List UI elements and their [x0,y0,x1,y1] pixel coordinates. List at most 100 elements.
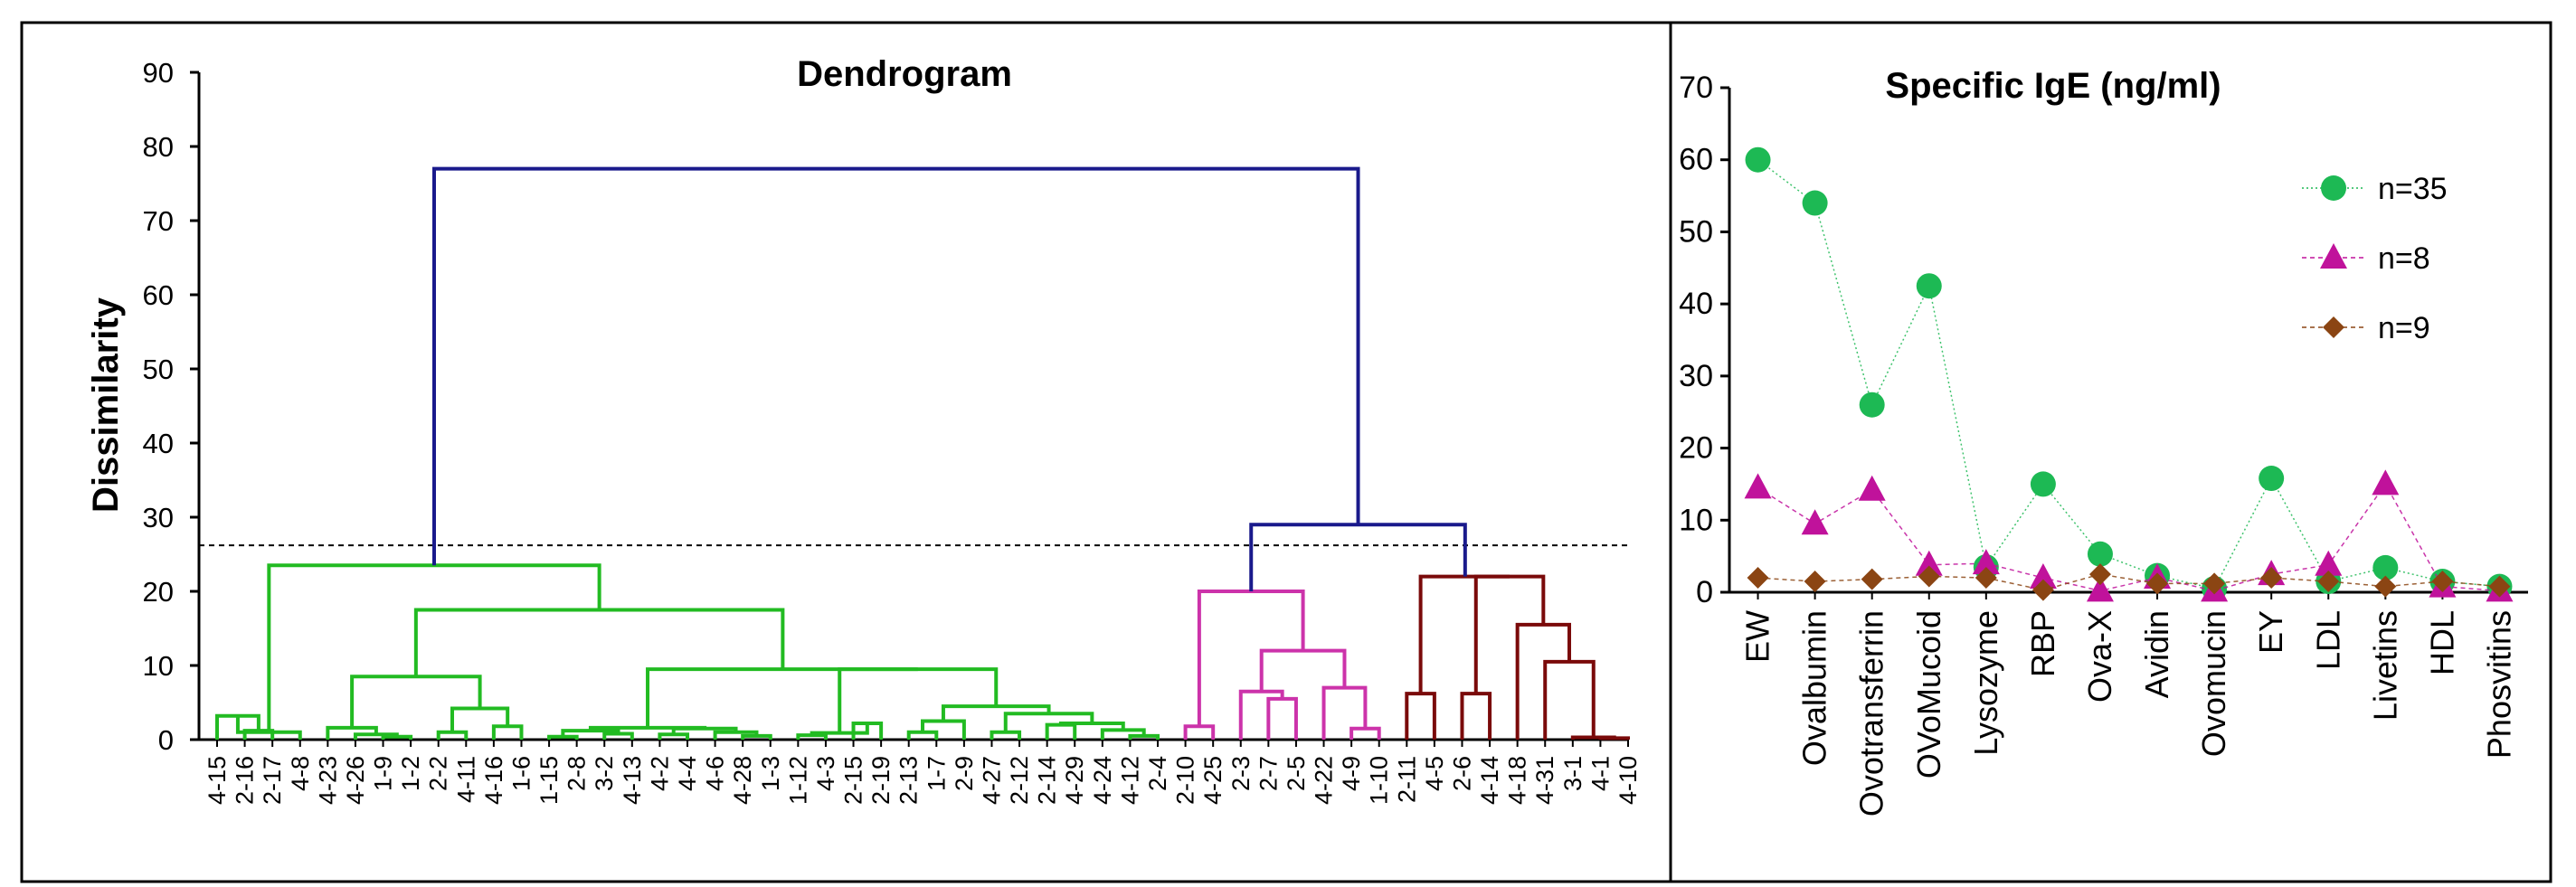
leaf-label: 4-29 [1061,756,1088,805]
legend-entry: n=8 [2302,241,2430,276]
dendrogram-y-tick-label: 10 [143,650,174,682]
ige-y-tick-label: 60 [1679,143,1713,177]
leaf-label: 4-3 [812,756,839,791]
leaf-label: 2-15 [840,756,867,805]
data-point-diamond [2146,572,2169,595]
data-point-diamond [2260,567,2283,590]
ige-category-label: RBP [2024,610,2061,677]
leaf-label: 4-27 [978,756,1005,805]
ige-y-tick-label: 50 [1679,214,1713,249]
dendrogram-panel: Dendrogram Dissimilarity 0 10 20 30 40 50 60 70… [86,54,1642,805]
data-point-diamond [2031,579,2054,601]
leaf-label: 2-9 [951,756,978,791]
series-n=9 [1747,563,2511,601]
data-point-triangle [1744,473,1772,499]
leaf-label: 4-10 [1615,756,1642,805]
data-point-diamond [1747,567,1769,590]
series-line [1757,483,2500,592]
data-point-triangle [2086,576,2114,602]
dendrogram-y-tick-label: 80 [143,131,174,163]
figure-border [20,21,2552,883]
leaf-label: 1-6 [507,756,535,791]
legend-label: n=8 [2378,241,2430,276]
ige-category-label: Avidin [2138,610,2175,698]
data-point-diamond [2317,571,2340,593]
data-point-triangle [2372,469,2400,495]
dendrogram-y-axis-label: Dissimilarity [86,297,126,513]
ige-axes: 0 10 20 30 40 50 60 70 EW Ovalbumin Ovotransferrin… [1679,71,2528,816]
data-point-circle [2030,471,2056,497]
leaf-label: 4-18 [1504,756,1531,805]
dendrogram-y-tick-label: 40 [143,428,174,459]
legend-label: n=9 [2378,311,2430,345]
leaf-label: 2-14 [1034,756,1061,805]
ige-y-tick-label: 0 [1696,575,1713,609]
leaf-label: 2-7 [1255,756,1282,791]
leaf-label: 2-5 [1283,756,1310,791]
dendrogram-links [215,166,1630,741]
leaf-label: 4-23 [314,756,341,805]
leaf-label: 1-15 [535,756,563,805]
data-point-triangle [1915,550,1943,576]
ige-y-tick-label: 40 [1679,287,1713,321]
dendrogram-y-tick-label: 30 [143,502,174,533]
legend-label: n=35 [2378,172,2448,206]
dendrogram-y-tick-label: 60 [143,279,174,311]
leaf-label: 1-2 [397,756,424,791]
ige-chart-title: Specific IgE (ng/ml) [1885,66,2221,106]
leaf-label: 2-12 [1006,756,1033,805]
dendrogram-link [646,667,918,728]
ige-y-tick-label: 70 [1679,71,1713,105]
dendrogram-y-tick-label: 70 [143,205,174,237]
data-point-circle [1916,273,1942,299]
data-point-circle [1859,392,1885,418]
data-point-circle [2321,175,2346,201]
leaf-label: 2-2 [425,756,452,791]
leaf-label: 1-9 [370,756,397,791]
ige-y-tick-label: 30 [1679,359,1713,393]
leaf-label: 4-26 [342,756,369,805]
data-point-diamond [2088,563,2111,586]
ige-category-label: OVoMucoid [1910,610,1947,778]
leaf-label: 4-13 [619,756,646,805]
leaf-label: 4-25 [1199,756,1226,805]
data-point-triangle [2320,243,2347,269]
data-point-triangle [2029,563,2057,590]
legend-entry: n=35 [2302,172,2448,206]
leaf-label: 1-10 [1366,756,1393,805]
data-point-circle [1802,190,1828,216]
leaf-label: 4-15 [204,756,231,805]
ige-category-label: Livetins [2366,610,2403,721]
data-point-circle [2087,541,2113,567]
leaf-label: 2-3 [1227,756,1255,791]
leaf-label: 3-1 [1559,756,1586,791]
ige-legend: n=35 n=8 n=9 [2302,172,2448,345]
leaf-label: 4-22 [1311,756,1338,805]
leaf-label: 4-16 [480,756,507,805]
ige-category-label: Phosvitins [2480,610,2517,759]
data-point-diamond [1975,567,1997,590]
ige-category-label: LDL [2309,610,2346,670]
data-point-circle [2259,466,2285,492]
ige-category-label: EY [2252,610,2289,654]
ige-category-label: Ovomucin [2195,610,2232,757]
leaf-label: 4-28 [729,756,756,805]
ige-chart-panel: Specific IgE (ng/ml) 0 10 20 30 40 50 60 70 EW Ov… [1679,66,2528,816]
data-point-triangle [2315,550,2343,576]
leaf-label: 2-13 [895,756,923,805]
data-point-diamond [2488,575,2511,598]
data-point-diamond [2431,571,2454,593]
dendrogram-leaf-labels: 4-15 2-16 2-17 4-8 4-23 4-26 1-9 1-2 2-2 4-11 4-16… [204,756,1642,805]
ige-category-label: Lysozyme [1967,610,2004,756]
leaf-label: 2-10 [1172,756,1199,805]
legend-entry: n=9 [2302,311,2430,345]
leaf-label: 4-6 [702,756,729,791]
ige-series [1744,146,2514,602]
leaf-label: 4-24 [1089,756,1116,805]
dendrogram-y-tick-label: 0 [158,724,174,756]
data-point-triangle [1972,549,2000,575]
data-point-diamond [1861,568,1883,590]
leaf-label: 2-6 [1448,756,1475,791]
data-point-diamond [2203,572,2226,595]
